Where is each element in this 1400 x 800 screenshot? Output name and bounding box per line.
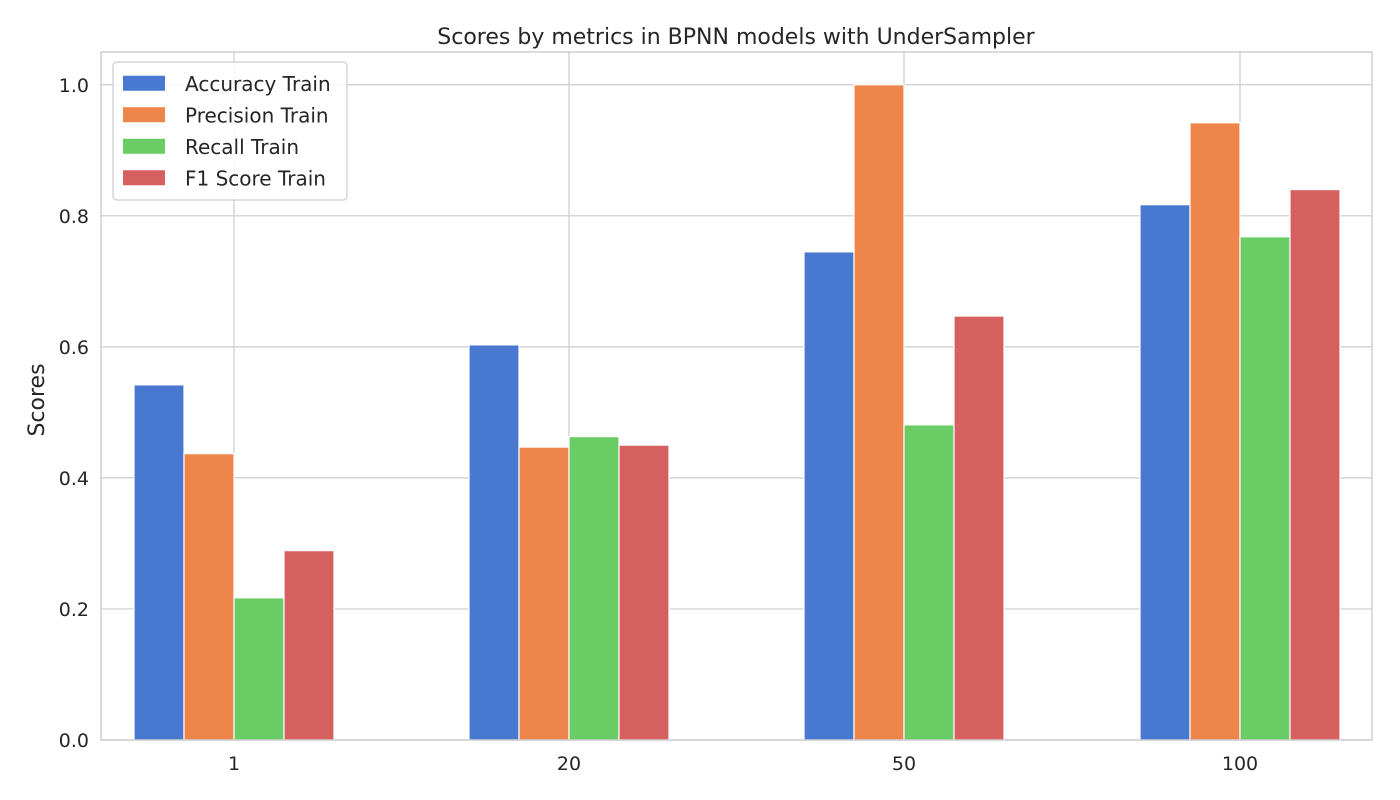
bar (1239, 236, 1291, 741)
y-tick-label: 0.2 (59, 599, 89, 621)
x-tick-label: 20 (557, 753, 581, 775)
y-tick-label: 0.4 (59, 468, 89, 490)
bar (518, 446, 570, 741)
bar (1289, 189, 1341, 741)
x-tick-label: 100 (1222, 753, 1258, 775)
bar (618, 444, 670, 741)
legend-swatch (123, 170, 165, 186)
bar (568, 436, 620, 741)
bar (468, 344, 520, 741)
legend-swatch (123, 75, 165, 91)
bar (233, 597, 285, 741)
bar (1189, 122, 1241, 741)
bar (903, 424, 955, 741)
legend-label: Accuracy Train (185, 72, 331, 96)
bar (853, 84, 905, 741)
plot-frame (100, 51, 1373, 741)
bar (1139, 204, 1191, 741)
legend-swatch (123, 138, 165, 154)
y-tick-label: 1.0 (59, 75, 89, 97)
bar (803, 251, 855, 741)
chart-title: Scores by metrics in BPNN models with Un… (437, 25, 1035, 50)
bar (283, 550, 335, 741)
axes-layer (100, 51, 1373, 741)
y-tick-label: 0.0 (59, 730, 89, 752)
bar (183, 453, 235, 741)
legend-swatch (123, 107, 165, 123)
y-tick-label: 0.8 (59, 206, 89, 228)
legend-label: F1 Score Train (185, 166, 326, 190)
legend-label: Precision Train (185, 103, 329, 127)
x-tick-label: 1 (228, 753, 240, 775)
bar (953, 315, 1005, 741)
legend-frame (112, 61, 348, 201)
x-tick-label: 50 (892, 753, 916, 775)
ticks-layer: 0.0 0.2 0.4 0.6 0.8 1.0 1 20 50 100 (59, 75, 1258, 775)
bar (133, 384, 185, 741)
legend-label: Recall Train (185, 135, 299, 159)
y-axis-label: Scores (25, 363, 50, 436)
legend: Accuracy Train Precision Train Recall Trai… (112, 61, 348, 201)
y-tick-label: 0.6 (59, 337, 89, 359)
